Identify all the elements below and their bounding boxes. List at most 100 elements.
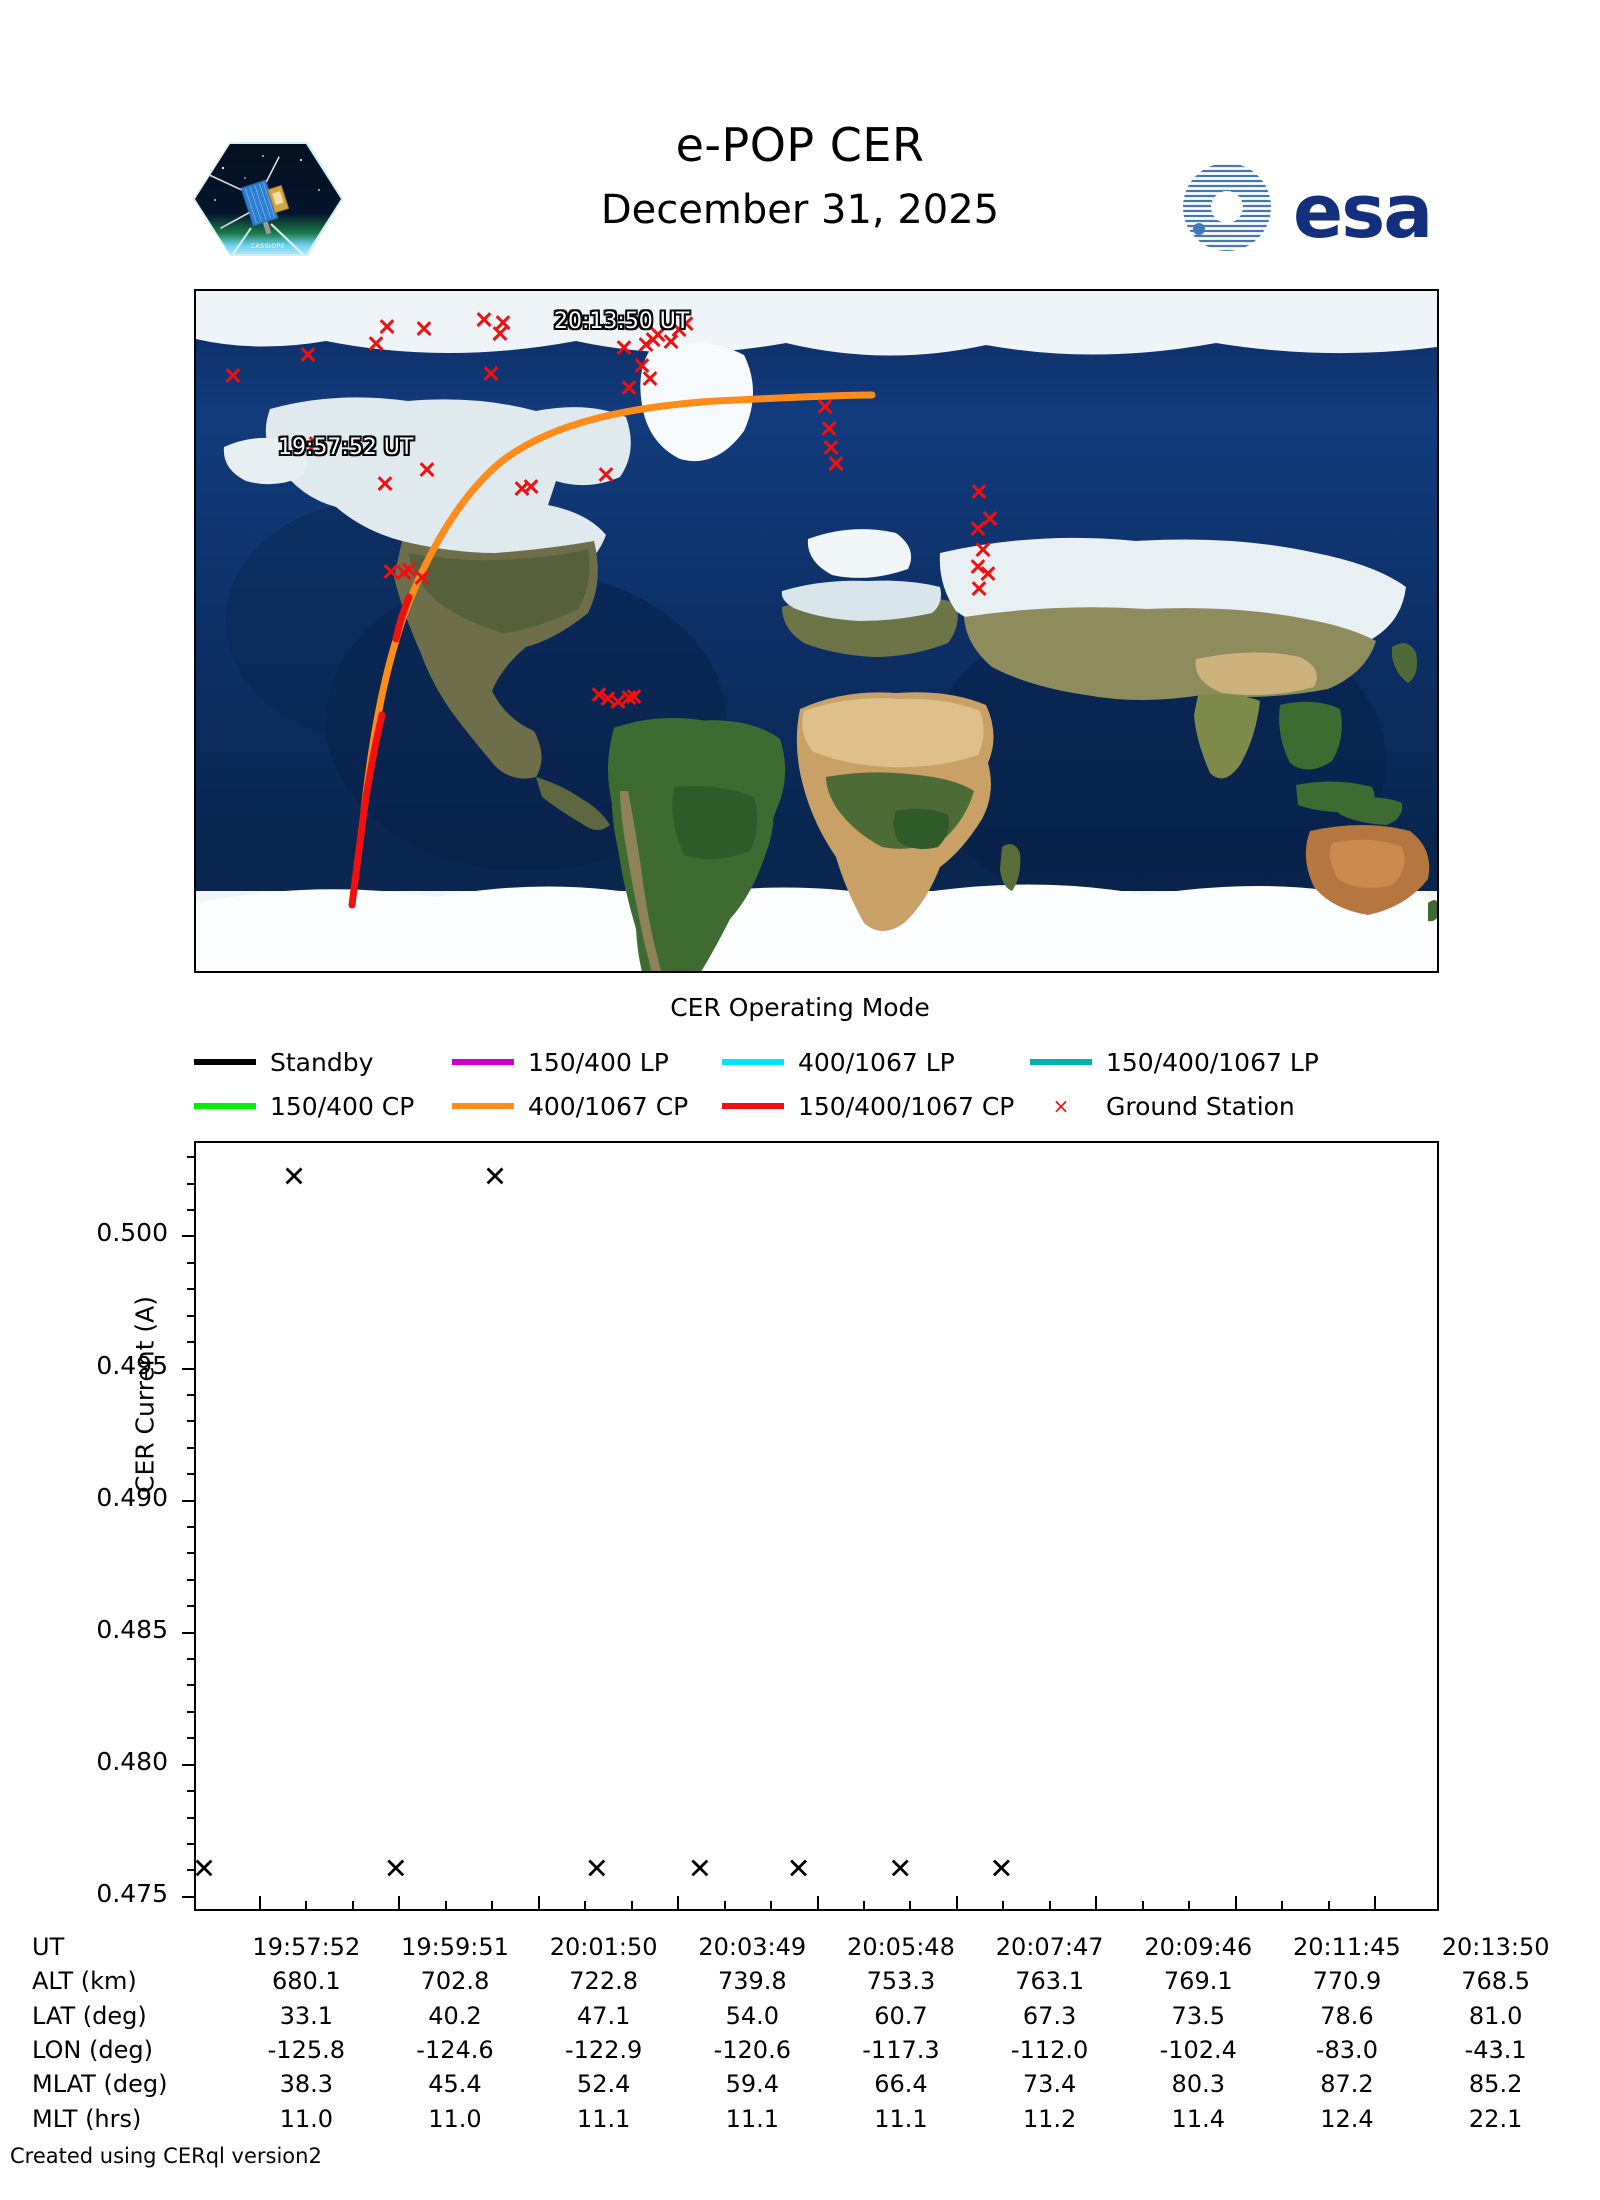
table-cell: 20:11:45: [1293, 1933, 1401, 1961]
legend-item-label: 400/1067 LP: [798, 1047, 955, 1077]
y-axis-tick-label: 0.500: [96, 1218, 168, 1248]
ephemeris-table-element: UT 19:57:52 19:59:51 20:01:50 20:03:49 20:05:…: [30, 1930, 1570, 2136]
table-cell: 11.1: [874, 2104, 928, 2133]
table-cell: 763.1: [1015, 1967, 1084, 1996]
table-cell: 722.8: [569, 1967, 638, 1996]
table-cell: 20:05:48: [847, 1933, 955, 1961]
table-cell: 81.0: [1468, 2001, 1523, 2030]
footer-credit: Created using CERql version2: [10, 2144, 322, 2168]
legend-color-swatch: [722, 1103, 784, 1109]
table-cell: 11.1: [576, 2104, 631, 2133]
legend-item-label: 150/400/1067 CP: [798, 1091, 1015, 1121]
legend: Standby 150/400 LP 400/1067 LP 150/400/1067…: [194, 1040, 1444, 1128]
legend-item: × Ground Station: [1030, 1092, 1295, 1121]
table-cell: 52.4: [576, 2070, 631, 2099]
table-cell: 680.1: [271, 1967, 341, 1996]
table-cell: 40.2: [428, 2001, 482, 2030]
table-cell: 67.3: [1022, 2001, 1077, 2030]
table-cell: 20:03:49: [698, 1933, 807, 1961]
table-cell: 38.3: [279, 2070, 334, 2099]
legend-item-label: 400/1067 CP: [528, 1091, 689, 1121]
table-row: UT 19:57:52 19:59:51 20:01:50 20:03:49 20:05:…: [30, 1930, 1570, 1964]
page-subtitle-date: December 31, 2025: [600, 187, 1000, 233]
legend-color-swatch: [194, 1059, 256, 1065]
table-row-label: LON (deg): [32, 2035, 153, 2064]
table-cell: 87.2: [1320, 2070, 1374, 2099]
legend-item-label: 150/400 CP: [270, 1091, 415, 1121]
table-cell: 19:59:51: [401, 1933, 509, 1961]
table-cell: 768.5: [1461, 1967, 1530, 1996]
table-row-label: MLAT (deg): [32, 2070, 168, 2099]
table-cell: 73.4: [1022, 2070, 1077, 2099]
table-cell: -122.9: [564, 2035, 643, 2064]
table-cell: -43.1: [1464, 2035, 1527, 2064]
table-cell: 11.0: [279, 2104, 334, 2133]
table-cell: 19:57:52: [252, 1933, 361, 1961]
world-map-image: [196, 291, 1437, 971]
table-cell: -102.4: [1159, 2035, 1237, 2064]
table-row: ALT (km) 680.1 702.8 722.8 739.8 753.3 763.1 76…: [30, 1964, 1570, 1998]
y-axis-tick-label: 0.485: [96, 1614, 168, 1644]
table-row-label: UT: [32, 1933, 65, 1961]
legend-item: 150/400 LP: [452, 1048, 669, 1077]
table-cell: 33.1: [279, 2001, 334, 2030]
table-cell: 78.6: [1320, 2001, 1374, 2030]
table-cell: -83.0: [1315, 2035, 1378, 2064]
table-cell: 11.4: [1171, 2104, 1225, 2133]
table-cell: 54.0: [725, 2001, 780, 2030]
table-cell: -125.8: [267, 2035, 346, 2064]
y-axis-tick-label: 0.480: [96, 1746, 168, 1776]
table-cell: -124.6: [416, 2035, 494, 2064]
legend-item: 150/400 CP: [194, 1092, 414, 1121]
ephemeris-table: UT 19:57:52 19:59:51 20:01:50 20:03:49 20:05:…: [30, 1930, 1570, 2136]
table-cell: -112.0: [1010, 2035, 1089, 2064]
legend-item: 400/1067 CP: [452, 1092, 688, 1121]
table-cell: 11.0: [428, 2104, 482, 2133]
track-end-time-label: 20:13:50 UT: [554, 309, 690, 334]
y-axis-tick-label: 0.475: [96, 1878, 168, 1908]
esa-logo: esa: [1175, 155, 1465, 255]
table-cell: 22.1: [1468, 2104, 1523, 2133]
legend-item: 150/400/1067 LP: [1030, 1048, 1319, 1077]
table-row: MLT (hrs) 11.0 11.0 11.1 11.1 11.1 11.2 11.4 12.…: [30, 2102, 1570, 2136]
cassiope-satellite-logo: CASSIOPE: [193, 138, 343, 260]
table-row: LAT (deg) 33.1 40.2 47.1 54.0 60.7 67.3 73.5 78.…: [30, 1999, 1570, 2033]
legend-item: Standby: [194, 1048, 373, 1077]
track-start-time-label: 19:57:52 UT: [278, 435, 414, 460]
title-block: e-POP CER December 31, 2025: [400, 122, 1200, 230]
table-cell: 80.3: [1171, 2070, 1225, 2099]
legend-row: Standby 150/400 LP 400/1067 LP 150/400/1067…: [194, 1040, 1444, 1084]
table-cell: -117.3: [862, 2035, 940, 2064]
table-cell: 11.1: [725, 2104, 780, 2133]
table-cell: 20:09:46: [1144, 1933, 1253, 1961]
esa-wordmark: esa: [1293, 169, 1431, 255]
legend-x-marker-icon: ×: [1052, 1094, 1070, 1118]
legend-item-label: 150/400/1067 LP: [1106, 1047, 1319, 1077]
table-cell: -120.6: [713, 2035, 791, 2064]
legend-color-swatch: [1030, 1059, 1092, 1065]
table-row-label: ALT (km): [32, 1967, 137, 1996]
table-cell: 47.1: [576, 2001, 631, 2030]
table-row-label: LAT (deg): [32, 2001, 147, 2030]
legend-title: CER Operating Mode: [670, 993, 930, 1022]
legend-color-swatch: [452, 1059, 514, 1065]
table-cell: 73.5: [1171, 2001, 1225, 2030]
page-title: e-POP CER: [675, 118, 925, 172]
legend-row: 150/400 CP 400/1067 CP 150/400/1067 CP × Gro…: [194, 1084, 1444, 1128]
table-cell: 739.8: [717, 1967, 787, 1996]
legend-color-swatch: [722, 1059, 784, 1065]
legend-item-label: 150/400 LP: [528, 1047, 669, 1077]
plot-data-area: [196, 1143, 1437, 1909]
table-cell: 20:01:50: [549, 1933, 658, 1961]
legend-item-label: Ground Station: [1106, 1091, 1295, 1121]
svg-text:CASSIOPE: CASSIOPE: [251, 243, 286, 250]
table-cell: 702.8: [420, 1967, 490, 1996]
legend-item: 400/1067 LP: [722, 1048, 955, 1077]
legend-color-swatch: [194, 1103, 256, 1109]
table-cell: 45.4: [428, 2070, 482, 2099]
world-map-panel: 20:13:50 UT 19:57:52 UT: [194, 289, 1439, 973]
table-cell: 20:13:50: [1441, 1933, 1550, 1961]
legend-item: 150/400/1067 CP: [722, 1092, 1014, 1121]
cer-current-plot: [194, 1141, 1439, 1911]
